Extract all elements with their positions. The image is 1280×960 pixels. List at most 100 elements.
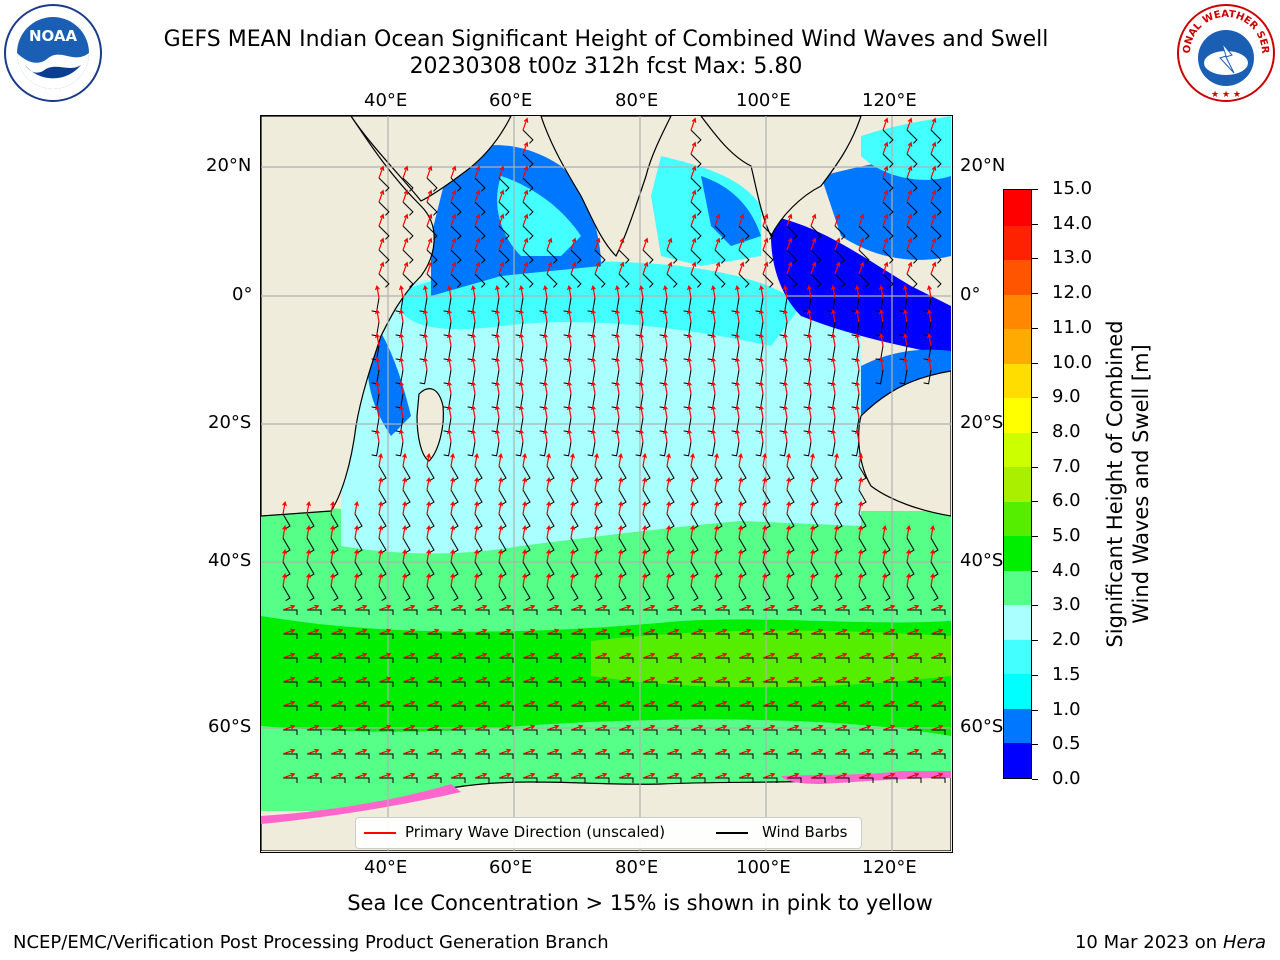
wave-direction-arrow [378,189,385,203]
wave-direction-arrow [399,308,404,323]
wind-barb [307,705,322,711]
wind-barb [811,729,826,735]
wave-direction-arrow [666,748,680,755]
wind-barb [739,705,754,711]
colorbar-tick-mark [1032,293,1038,295]
wind-barb [450,177,462,192]
wave-direction-arrow [498,165,505,179]
wave-direction-arrow [471,404,476,419]
wind-barb [427,753,442,759]
wind-barb [810,561,819,578]
wave-direction-arrow [471,284,476,299]
colorbar-tick-mark [1032,431,1038,433]
wave-direction-arrow [858,261,865,275]
wind-barb [690,585,699,602]
wave-direction-arrow [378,165,385,179]
wave-direction-arrow [591,356,596,371]
wind-barb [715,729,730,735]
wave-direction-arrow [666,572,671,587]
wave-direction-arrow [474,548,479,563]
wave-direction-arrow [474,652,488,659]
wave-direction-arrow [786,700,800,707]
wave-direction-arrow [906,676,920,683]
wind-barb [595,753,610,759]
wave-direction-arrow [471,380,476,395]
wave-direction-arrow [666,452,671,467]
wind-barb [451,657,466,663]
wave-direction-arrow [330,524,335,539]
wave-direction-arrow [735,404,740,419]
wind-barb [546,537,555,554]
wave-direction-arrow [666,652,680,659]
wave-direction-arrow [882,772,896,779]
wind-barb [906,249,918,264]
wind-barb [810,465,819,482]
wave-direction-arrow [639,404,644,419]
wind-barb [762,489,771,506]
wave-direction-arrow [663,308,668,323]
wave-direction-arrow [807,428,812,443]
wave-direction-arrow [450,748,464,755]
wind-barb [666,585,675,602]
wind-barb [786,513,795,530]
wind-barb [451,705,466,711]
wave-direction-arrow [762,237,769,251]
wave-direction-arrow [306,700,320,707]
wave-direction-arrow [426,724,440,731]
footer-credit: NCEP/EMC/Verification Post Processing Pr… [13,932,609,953]
wave-direction-arrow [714,700,728,707]
wave-direction-arrow [474,572,479,587]
wave-direction-arrow [498,628,512,635]
wind-barb [667,705,682,711]
wave-direction-arrow [498,772,512,779]
wind-barb [858,489,867,506]
wave-direction-arrow [831,308,836,323]
wave-direction-arrow [402,676,416,683]
wave-direction-arrow [810,700,824,707]
wave-direction-arrow [930,261,937,275]
wind-barb [547,729,562,735]
wave-direction-arrow [879,284,884,299]
colorbar-tick-label: 12.0 [1052,282,1093,304]
wave-direction-arrow [498,604,512,611]
wind-barb [810,273,822,288]
wave-direction-arrow [858,604,872,611]
wind-barb [498,273,510,288]
wind-barb [690,129,702,144]
wind-barb [402,273,414,288]
wind-barb [643,681,658,687]
wave-direction-arrow [546,676,560,683]
colorbar-tick-label: 3.0 [1052,594,1081,616]
wave-direction-arrow [474,724,488,731]
wind-barb [378,465,387,482]
wave-direction-arrow [858,213,865,227]
wave-direction-arrow [618,548,623,563]
wave-direction-arrow [906,700,920,707]
wave-direction-arrow [498,524,503,539]
wave-direction-arrow [426,524,431,539]
wind-barb [307,777,322,783]
wave-direction-arrow [663,428,668,443]
wind-barb [499,777,514,783]
wind-barb [834,561,843,578]
wind-barb [787,729,802,735]
wind-barb [451,681,466,687]
colorbar-segment [1004,190,1031,226]
colorbar-tick-mark [1032,189,1038,190]
wind-barb [810,225,822,240]
wave-direction-arrow [831,332,836,347]
wave-direction-arrow [522,237,529,251]
wave-direction-arrow [690,604,704,611]
wind-barb [522,249,534,264]
wave-direction-arrow [735,332,740,347]
wind-barb [834,225,846,240]
wave-direction-arrow [879,356,884,371]
wind-barb [763,729,778,735]
wind-barb [402,201,414,216]
wave-direction-arrow [711,356,716,371]
wave-direction-arrow [834,213,841,227]
wave-direction-arrow [546,724,560,731]
wave-direction-arrow [450,237,457,251]
wind-barb [714,465,723,482]
wind-barb [331,705,346,711]
